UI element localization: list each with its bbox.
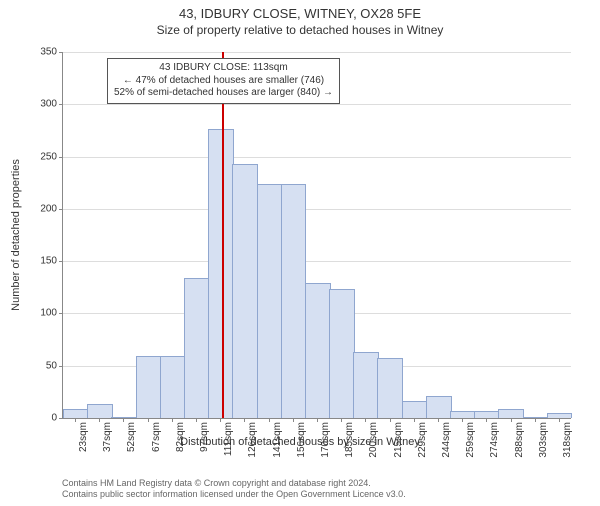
ytick-mark [59, 313, 63, 314]
ytick-label: 200 [17, 203, 57, 214]
histogram-bar [474, 411, 500, 418]
xtick-mark [123, 418, 124, 422]
histogram-bar [353, 352, 379, 418]
xtick-mark [535, 418, 536, 422]
gridline [63, 209, 571, 210]
xtick-mark [196, 418, 197, 422]
histogram-bar [305, 283, 331, 418]
xtick-mark [341, 418, 342, 422]
gridline [63, 52, 571, 53]
x-axis-label: Distribution of detached houses by size … [0, 436, 600, 448]
reference-line [222, 52, 224, 418]
gridline [63, 261, 571, 262]
xtick-mark [269, 418, 270, 422]
ytick-mark [59, 157, 63, 158]
ytick-label: 250 [17, 151, 57, 162]
xtick-mark [244, 418, 245, 422]
histogram-chart: Number of detached properties 0501001502… [62, 52, 570, 418]
ytick-mark [59, 209, 63, 210]
histogram-bar [63, 409, 89, 418]
xtick-mark [317, 418, 318, 422]
xtick-mark [511, 418, 512, 422]
ytick-label: 300 [17, 99, 57, 110]
xtick-mark [559, 418, 560, 422]
histogram-bar [184, 278, 210, 418]
xtick-mark [293, 418, 294, 422]
footer-line1: Contains HM Land Registry data © Crown c… [62, 478, 570, 489]
histogram-bar [87, 404, 113, 418]
annotation-box: 43 IDBURY CLOSE: 113sqm← 47% of detached… [107, 58, 340, 104]
histogram-bar [329, 289, 355, 418]
gridline [63, 157, 571, 158]
xtick-mark [486, 418, 487, 422]
ytick-label: 0 [17, 413, 57, 424]
ytick-mark [59, 52, 63, 53]
histogram-bar [377, 358, 403, 418]
ytick-label: 100 [17, 308, 57, 319]
histogram-bar [450, 411, 476, 418]
xtick-mark [220, 418, 221, 422]
xtick-mark [172, 418, 173, 422]
xtick-mark [99, 418, 100, 422]
ytick-mark [59, 261, 63, 262]
histogram-bar [402, 401, 428, 418]
xtick-mark [438, 418, 439, 422]
histogram-bar [160, 356, 186, 418]
ytick-mark [59, 366, 63, 367]
page-title-line1: 43, IDBURY CLOSE, WITNEY, OX28 5FE [0, 6, 600, 21]
annot-line2: ← 47% of detached houses are smaller (74… [114, 75, 333, 88]
page-title-line2: Size of property relative to detached ho… [0, 23, 600, 37]
xtick-mark [414, 418, 415, 422]
histogram-bar [498, 409, 524, 418]
y-axis-label: Number of detached properties [10, 159, 22, 311]
ytick-mark [59, 104, 63, 105]
histogram-bar [136, 356, 162, 418]
gridline [63, 104, 571, 105]
xtick-mark [75, 418, 76, 422]
xtick-mark [390, 418, 391, 422]
xtick-mark [365, 418, 366, 422]
xtick-mark [148, 418, 149, 422]
ytick-mark [59, 418, 63, 419]
annot-line1: 43 IDBURY CLOSE: 113sqm [114, 62, 333, 75]
xtick-mark [462, 418, 463, 422]
ytick-label: 350 [17, 47, 57, 58]
histogram-bar [426, 396, 452, 418]
plot-area: 05010015020025030035023sqm37sqm52sqm67sq… [62, 52, 571, 419]
histogram-bar [281, 184, 307, 418]
annot-line3: 52% of semi-detached houses are larger (… [114, 87, 333, 100]
footer-line2: Contains public sector information licen… [62, 489, 570, 500]
histogram-bar [208, 129, 234, 418]
histogram-bar [232, 164, 258, 418]
attribution-footer: Contains HM Land Registry data © Crown c… [62, 478, 570, 500]
ytick-label: 50 [17, 360, 57, 371]
ytick-label: 150 [17, 256, 57, 267]
histogram-bar [257, 184, 283, 418]
